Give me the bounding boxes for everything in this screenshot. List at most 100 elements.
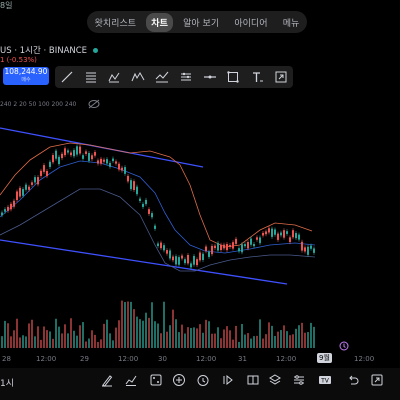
time-axis-label: 12:00: [196, 355, 217, 363]
layers-icon[interactable]: [268, 373, 282, 387]
candle: [154, 225, 156, 229]
tradingview-icon[interactable]: TV: [318, 373, 332, 387]
text-icon[interactable]: [250, 70, 264, 84]
candle: [265, 231, 267, 235]
price-box-sub: 매수: [21, 77, 31, 83]
candle: [250, 238, 252, 245]
volume-bar: [184, 333, 186, 348]
volume-bar: [229, 330, 231, 348]
volume-bar: [220, 338, 222, 348]
drawing-toolbar: [55, 66, 293, 88]
candle: [199, 252, 201, 261]
settings-icon[interactable]: [292, 373, 306, 387]
volume-bar: [109, 333, 111, 348]
trendline-icon[interactable]: [60, 70, 74, 84]
candle: [268, 228, 270, 233]
tab-explore[interactable]: 알아 보기: [183, 18, 220, 29]
candle: [109, 162, 111, 167]
chart-type-icon[interactable]: [124, 373, 138, 387]
candle: [298, 234, 300, 240]
price-chart[interactable]: [0, 105, 400, 348]
go-to-date-icon[interactable]: [339, 341, 349, 351]
volume-bar: [271, 325, 273, 348]
volume-bar: [280, 330, 282, 348]
candle: [142, 203, 144, 207]
candle: [223, 244, 225, 249]
fullscreen-icon[interactable]: [370, 373, 384, 387]
bollinger-upper: [0, 142, 313, 248]
candle: [103, 159, 105, 162]
pattern-icon[interactable]: [107, 70, 121, 84]
tab-menu[interactable]: 메뉴: [282, 18, 300, 29]
fib-icon[interactable]: [84, 70, 98, 84]
symbol-title[interactable]: US · 1시간 · BINANCE: [0, 44, 99, 56]
brush-icon[interactable]: [100, 373, 114, 387]
volume-bar: [217, 327, 219, 348]
candle: [52, 155, 54, 163]
channel-lower-line[interactable]: [0, 239, 288, 285]
time-axis-label: 28: [2, 355, 11, 363]
candle: [292, 230, 294, 238]
candle: [196, 259, 198, 266]
interval-label[interactable]: 1시: [0, 379, 15, 389]
time-axis-label: 12:00: [118, 355, 139, 363]
volume-bar: [13, 330, 15, 348]
eye-off-icon[interactable]: [88, 99, 100, 109]
candle: [37, 177, 39, 185]
add-icon[interactable]: [172, 373, 186, 387]
tab-watchlist[interactable]: 왓치리스트: [94, 18, 137, 29]
candle: [28, 186, 30, 190]
volume-bar: [178, 332, 180, 348]
undo-icon[interactable]: [346, 373, 360, 387]
candle: [259, 237, 261, 244]
candle: [13, 200, 15, 207]
rectangle-icon[interactable]: [226, 70, 240, 84]
volume-bar: [193, 327, 195, 348]
indicators-icon[interactable]: [149, 373, 163, 387]
volume-bar: [136, 316, 138, 348]
candle: [301, 241, 303, 251]
alert-icon[interactable]: [196, 373, 210, 387]
time-axis-label: 12:00: [36, 355, 57, 363]
candle: [40, 170, 42, 176]
volume-bar: [166, 331, 168, 348]
volume-bar: [289, 335, 291, 348]
candle: [91, 155, 93, 160]
volume-bar: [163, 301, 165, 348]
candle: [163, 245, 165, 251]
candle: [70, 152, 72, 156]
brush-icon[interactable]: [179, 70, 193, 84]
symbol-text: US · 1시간 · BINANCE: [0, 46, 88, 56]
candle: [313, 248, 315, 253]
indicator-legend[interactable]: 240 2 20 50 100 200 240: [0, 101, 77, 108]
volume-bar: [241, 323, 243, 348]
volume-bar: [118, 320, 120, 348]
volume-bar: [79, 325, 81, 348]
layout-icon[interactable]: [246, 373, 260, 387]
tab-ideas[interactable]: 아이디어: [234, 18, 268, 29]
candle: [193, 255, 195, 265]
candle: [205, 246, 207, 252]
volume-bar: [103, 323, 105, 348]
volume-bar: [139, 319, 141, 348]
candle: [115, 161, 117, 164]
candle: [34, 177, 36, 183]
candle: [226, 244, 228, 251]
elliott-icon[interactable]: [131, 70, 145, 84]
candle: [211, 245, 213, 255]
replay-icon[interactable]: [221, 373, 235, 387]
volume-bar: [286, 331, 288, 348]
volume-bar: [274, 335, 276, 348]
volume-bar: [46, 330, 48, 348]
candle: [139, 198, 141, 202]
volume-bar: [133, 309, 135, 348]
forecast-icon[interactable]: [155, 70, 169, 84]
price-box[interactable]: 108,244.90 매수: [3, 67, 49, 85]
tab-chart[interactable]: 차트: [146, 12, 173, 32]
bollinger-lower: [0, 188, 316, 272]
horizontal-line-icon[interactable]: [203, 70, 217, 84]
volume-bar: [307, 332, 309, 348]
time-axis-label: 31: [238, 355, 247, 363]
candle: [157, 243, 159, 247]
measure-icon[interactable]: [274, 70, 288, 84]
